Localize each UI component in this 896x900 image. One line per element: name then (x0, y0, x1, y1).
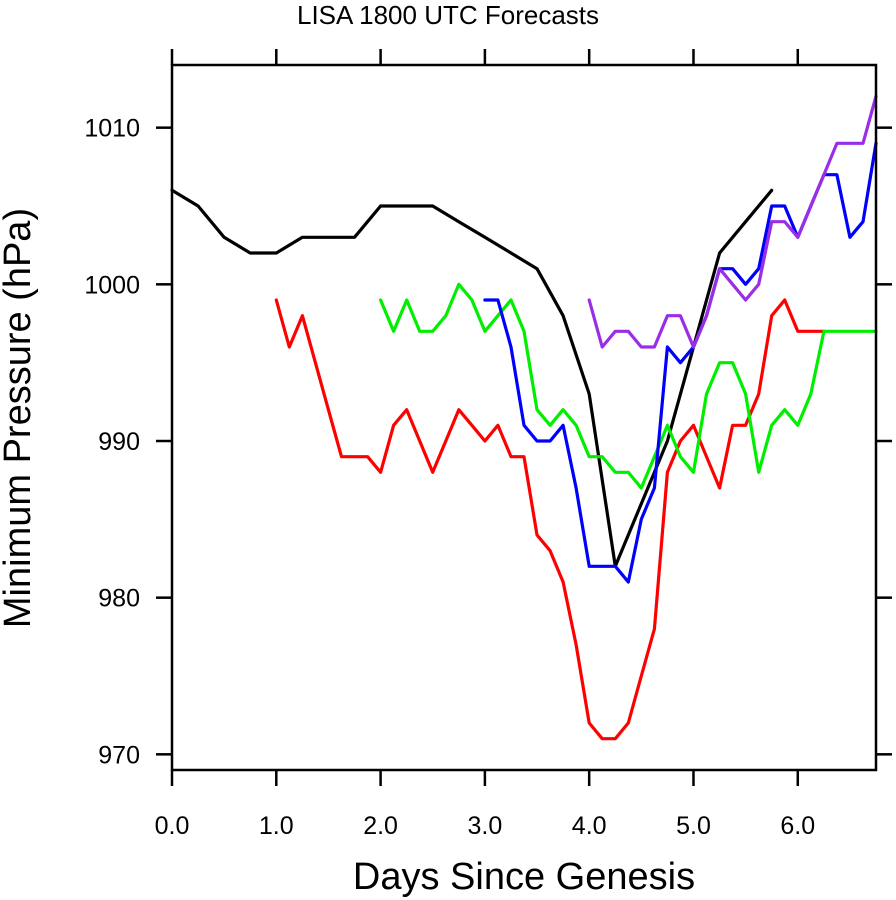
y-tick-label: 970 (98, 741, 140, 769)
x-tick-label: 4.0 (572, 812, 607, 840)
x-tick-label: 3.0 (468, 812, 503, 840)
plot-frame (170, 63, 878, 772)
x-tick-label: 0.0 (155, 812, 190, 840)
series-lines (170, 94, 878, 741)
y-tick-label: 990 (98, 428, 140, 456)
series-line-3 (379, 282, 878, 490)
chart-title: LISA 1800 UTC Forecasts (296, 0, 600, 30)
y-axis-label: Minimum Pressure (hPa) (0, 207, 39, 629)
x-axis-label: Days Since Genesis (352, 856, 696, 898)
x-tick-label: 6.0 (780, 812, 815, 840)
y-tick-label: 980 (98, 585, 140, 613)
series-line-2 (274, 298, 826, 741)
series-line-5 (587, 94, 878, 349)
x-tick-label: 2.0 (363, 812, 398, 840)
x-tick-label: 5.0 (676, 812, 711, 840)
y-tick-label: 1000 (84, 271, 140, 299)
x-tick-label: 1.0 (259, 812, 294, 840)
series-line-1 (170, 188, 774, 568)
y-tick-label: 1010 (84, 115, 140, 143)
axis-ticks: 0.0 1.0 2.0 3.0 4.0 5.0 6.0 970 980 990 1000 1010 (84, 49, 892, 840)
